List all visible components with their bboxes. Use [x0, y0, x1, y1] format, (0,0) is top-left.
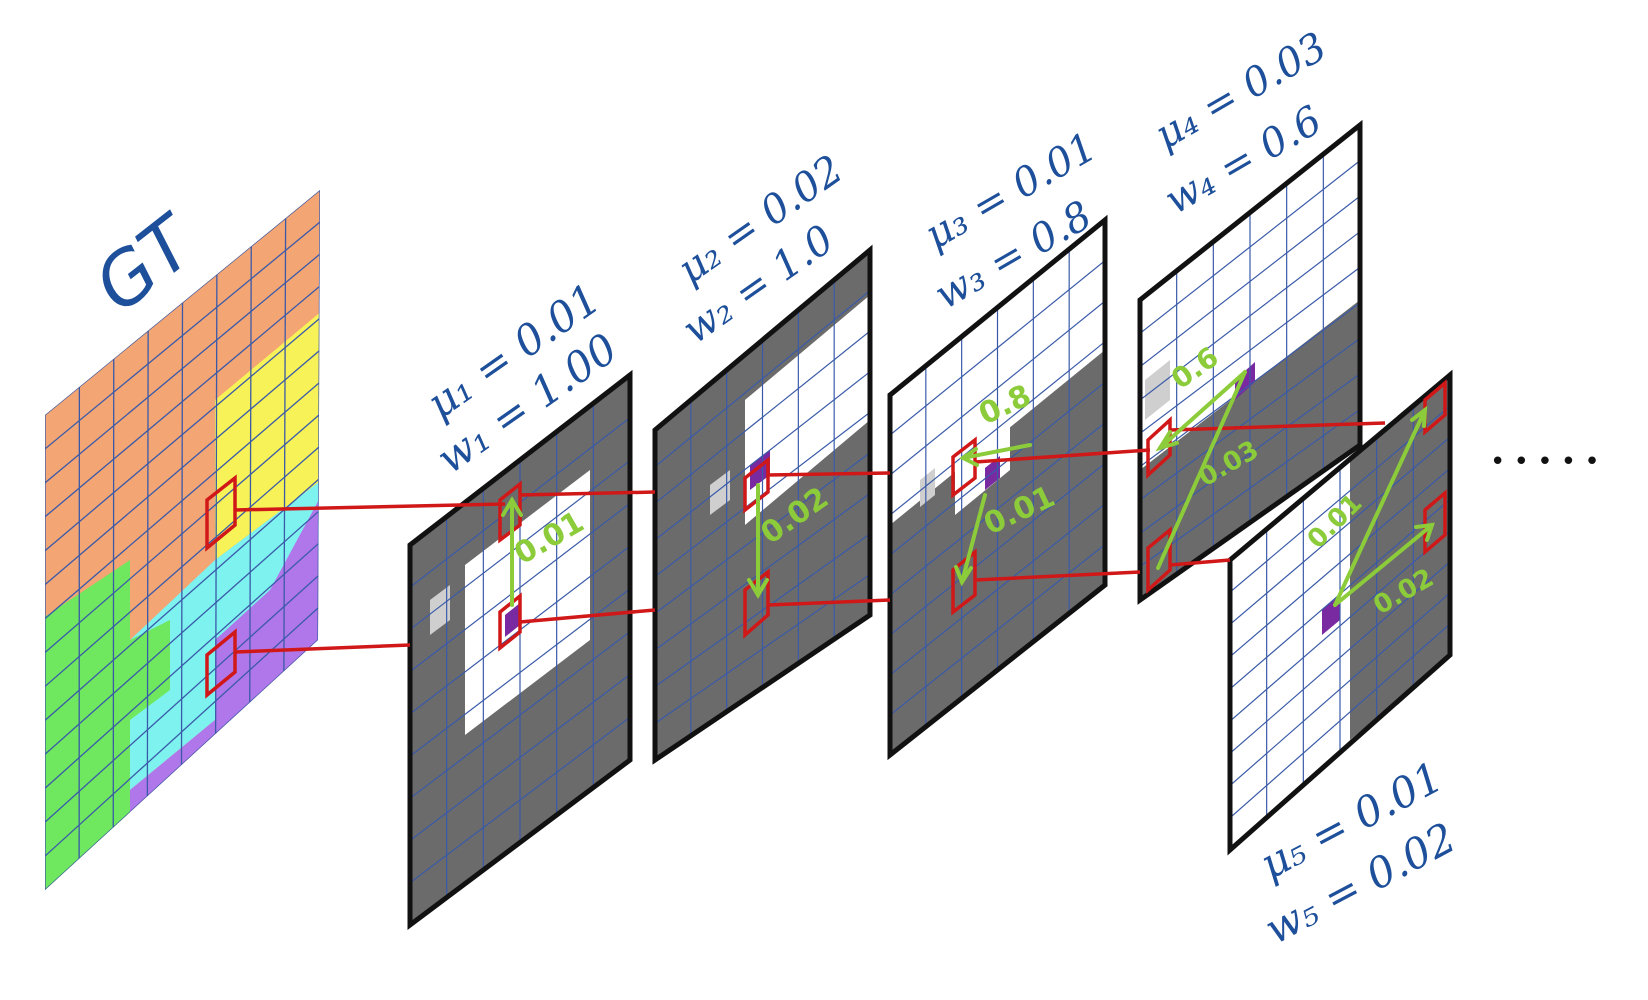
grid-line [1230, 561, 1450, 754]
grid-line [890, 341, 1105, 516]
grid-line [45, 285, 320, 518]
grid-line [1230, 530, 1450, 722]
grid-line [45, 382, 320, 620]
gt-grid-lines [45, 190, 320, 890]
gt-box-bottom [205, 628, 237, 699]
green-edges [501, 370, 1435, 607]
grid-line [45, 575, 319, 823]
grid-line [410, 673, 630, 842]
grid-line [1140, 373, 1360, 534]
grid-line [45, 414, 320, 653]
grid-line [890, 503, 1105, 676]
layer-2-purple-pixel [750, 450, 770, 490]
grid-line [45, 510, 320, 755]
layer-3 [887, 214, 1108, 761]
grid-line [45, 478, 320, 721]
grid-line [890, 462, 1105, 636]
grid-line [890, 543, 1105, 716]
ellipsis: • • • • • [1490, 447, 1600, 477]
layer-5 [1227, 369, 1453, 856]
gt-regions [45, 190, 320, 890]
layer-2 [652, 244, 873, 765]
grid-line [890, 300, 1105, 476]
grid-line [45, 350, 320, 586]
red-connectors [205, 379, 1447, 699]
layer-1 [407, 369, 633, 930]
layer-1-purple-pixel [505, 603, 520, 637]
grid-line [655, 330, 870, 504]
grid-line [1140, 231, 1360, 401]
grid-line [1140, 266, 1360, 434]
grid-line [410, 502, 630, 673]
grid-line [1140, 337, 1360, 501]
grid-line [1140, 302, 1360, 468]
grid-line [890, 381, 1105, 556]
grid-line [1140, 408, 1360, 568]
grid-line [1230, 436, 1450, 625]
grid-line [655, 290, 870, 468]
gt-panel [45, 190, 320, 890]
gt-box-top [205, 474, 237, 552]
grid-line [1140, 160, 1360, 334]
grid-line [45, 221, 320, 450]
grid-line [45, 446, 320, 687]
grid-line [655, 533, 870, 688]
gt-region-yellow [215, 300, 320, 560]
grid-line [655, 492, 870, 651]
grid-line [655, 452, 870, 614]
grid-line [655, 371, 870, 541]
grid-line [890, 422, 1105, 596]
grid-line [410, 631, 630, 799]
grid-line [1230, 623, 1450, 819]
grid-line [655, 573, 870, 724]
grid-line [45, 318, 320, 552]
grid-line [410, 460, 630, 630]
grid-line [890, 260, 1105, 436]
grid-line [1230, 467, 1450, 658]
grid-line [45, 543, 319, 789]
grid-line [1140, 195, 1360, 368]
grid-line [410, 716, 630, 884]
grid-line [45, 253, 320, 484]
grid-line [1230, 592, 1450, 787]
